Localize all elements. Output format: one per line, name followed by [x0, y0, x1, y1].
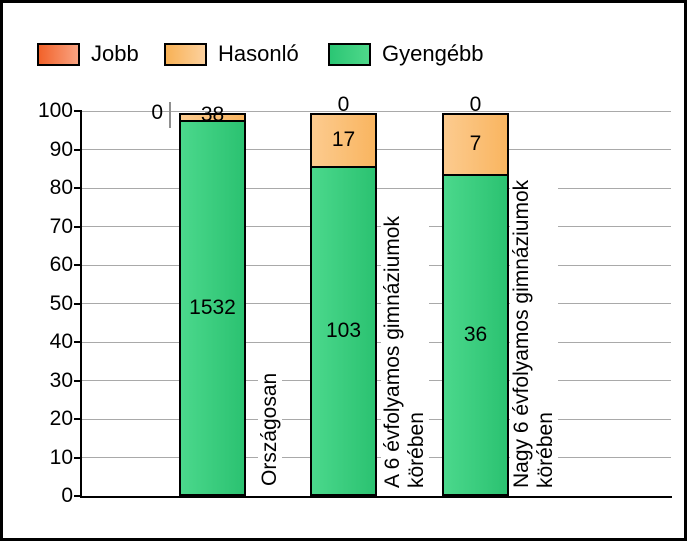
- bar-value-jobb: 0: [469, 93, 482, 117]
- y-axis-tick-label: 10: [49, 445, 73, 469]
- y-axis-tick-label: 100: [37, 99, 73, 122]
- bar-segment-hasonlo: 17: [310, 113, 377, 168]
- y-axis-tick-label: 0: [61, 484, 73, 507]
- bar-segment-hasonlo: 38: [179, 103, 246, 126]
- legend-color-jobb-icon: [37, 42, 80, 66]
- legend-label-gyengebb: Gyengébb: [382, 41, 484, 66]
- y-axis-tick: [74, 379, 82, 382]
- bar-value-hasonlo: 38: [200, 103, 225, 127]
- y-axis-tick: [74, 341, 82, 343]
- x-axis-line: [80, 496, 672, 498]
- legend-label-jobb: Jobb: [91, 41, 139, 66]
- y-axis-tick: [74, 225, 82, 228]
- bar-segment-hasonlo: 7: [442, 113, 509, 176]
- y-axis-tick-label: 40: [49, 330, 73, 353]
- y-axis-tick: [74, 456, 82, 459]
- grid-line: [82, 110, 671, 112]
- y-axis-tick: [74, 264, 82, 266]
- bar-value-hasonlo: 7: [469, 132, 482, 156]
- legend-item-gyengebb: Gyengébb: [328, 42, 484, 66]
- bar-6-evfolyamos: 0 17 103: [310, 93, 377, 496]
- y-axis-tick-label: 60: [49, 253, 73, 276]
- legend-label-hasonlo: Hasonló: [218, 41, 299, 66]
- bar-value-gyengebb: 1532: [189, 296, 236, 320]
- legend-color-gyengebb-icon: [328, 42, 371, 66]
- y-axis-tick: [74, 418, 82, 420]
- y-axis-tick: [74, 187, 82, 189]
- bar-value-hasonlo: 17: [331, 128, 356, 152]
- category-label-6-evfolyamos: A 6 évfolyamos gimnáziumok körében: [381, 214, 429, 490]
- bar-segment-gyengebb: 36: [442, 173, 509, 496]
- y-axis-tick-label: 50: [49, 291, 73, 315]
- y-axis-tick-label: 20: [49, 407, 73, 430]
- legend-item-jobb: Jobb: [37, 42, 139, 66]
- bar-orszagosan: 0 38 1532: [151, 101, 246, 496]
- category-label-orszagosan: Országosan: [258, 370, 282, 488]
- y-axis-tick: [74, 110, 82, 112]
- y-axis-tick: [74, 302, 82, 305]
- bar-value-jobb: 0: [337, 93, 350, 116]
- bar-segment-gyengebb: 103: [310, 165, 377, 496]
- zero-leader-line: [169, 102, 171, 129]
- bar-nagy-6-evfolyamos: 0 7 36: [442, 93, 509, 496]
- y-axis-tick-label: 70: [49, 214, 73, 238]
- bar-value-jobb: 0: [151, 101, 163, 125]
- y-axis-line: [80, 111, 82, 498]
- category-label-nagy-6-evfolyamos: Nagy 6 évfolyamos gimnáziumok körében: [510, 177, 558, 490]
- y-axis-tick-label: 80: [49, 176, 73, 199]
- bar-segment-gyengebb: 1532: [179, 120, 246, 496]
- bar-value-gyengebb: 36: [463, 322, 488, 346]
- bar-value-gyengebb: 103: [325, 318, 362, 342]
- y-axis-tick-label: 90: [49, 137, 73, 161]
- legend-color-hasonlo-icon: [164, 42, 207, 66]
- y-axis-tick: [74, 495, 82, 497]
- legend-item-hasonlo: Hasonló: [164, 42, 299, 66]
- y-axis-tick: [74, 148, 82, 151]
- y-axis-tick-label: 30: [49, 368, 73, 392]
